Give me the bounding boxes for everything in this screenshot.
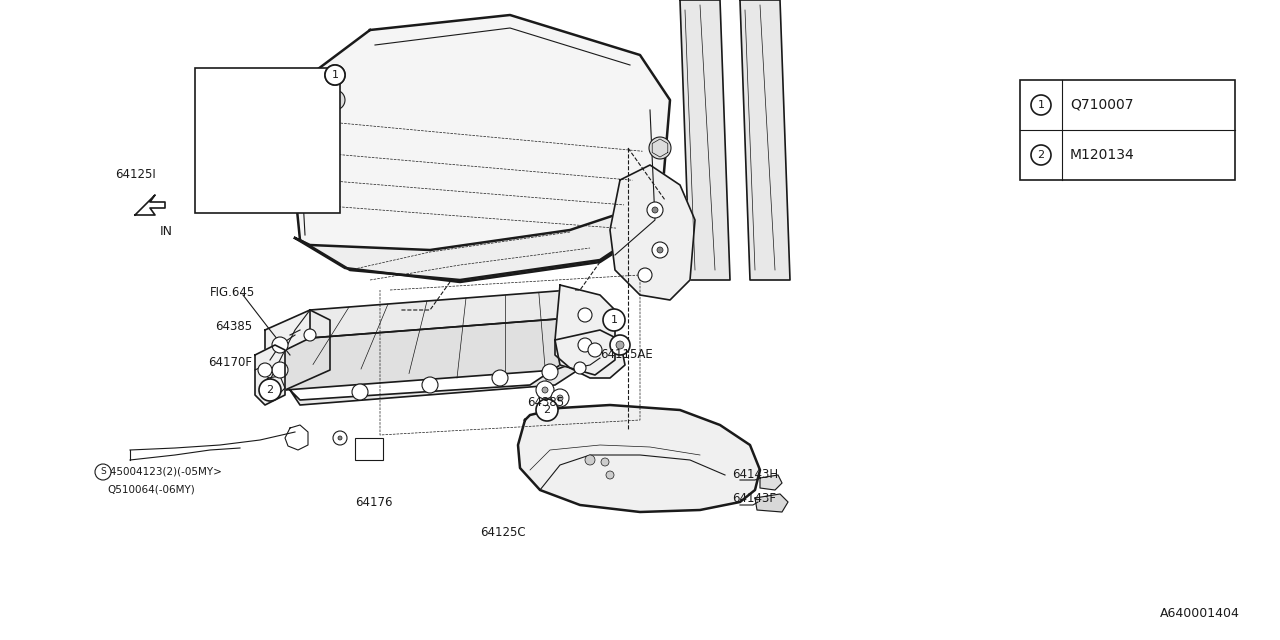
Text: 64125C: 64125C — [480, 527, 526, 540]
Circle shape — [646, 202, 663, 218]
Circle shape — [305, 329, 316, 341]
Circle shape — [585, 455, 595, 465]
Circle shape — [602, 458, 609, 466]
Polygon shape — [265, 318, 600, 390]
Bar — [195, 68, 340, 213]
Circle shape — [557, 395, 563, 401]
Text: 64143H: 64143H — [732, 468, 778, 481]
Circle shape — [605, 471, 614, 479]
Text: 64125I: 64125I — [115, 168, 156, 182]
Text: IN: IN — [160, 225, 173, 238]
Text: 64176: 64176 — [355, 495, 393, 509]
Circle shape — [652, 242, 668, 258]
Text: 1: 1 — [1038, 100, 1044, 110]
Polygon shape — [310, 290, 600, 338]
Polygon shape — [680, 0, 730, 280]
Polygon shape — [518, 405, 760, 512]
Circle shape — [273, 337, 288, 353]
Circle shape — [1030, 145, 1051, 165]
Text: 1: 1 — [611, 315, 617, 325]
Text: Q710007: Q710007 — [1070, 98, 1134, 112]
Circle shape — [259, 379, 282, 401]
Text: M120134: M120134 — [1070, 148, 1135, 162]
Polygon shape — [265, 310, 330, 390]
Text: 64115AE: 64115AE — [600, 349, 653, 362]
Circle shape — [579, 308, 591, 322]
Polygon shape — [556, 330, 625, 378]
Circle shape — [573, 362, 586, 374]
Polygon shape — [760, 475, 782, 490]
Text: 1: 1 — [332, 70, 338, 80]
Circle shape — [536, 381, 554, 399]
Circle shape — [259, 363, 273, 377]
Circle shape — [422, 377, 438, 393]
Circle shape — [95, 464, 111, 480]
Polygon shape — [611, 165, 695, 300]
Polygon shape — [294, 200, 666, 282]
Circle shape — [1030, 95, 1051, 115]
Circle shape — [325, 90, 346, 110]
Circle shape — [657, 247, 663, 253]
Circle shape — [637, 268, 652, 282]
Polygon shape — [291, 355, 595, 405]
Circle shape — [492, 370, 508, 386]
Bar — [355, 438, 383, 460]
Circle shape — [325, 65, 346, 85]
Text: 64143F: 64143F — [732, 492, 776, 504]
Text: 045004123(2)(-05MY>: 045004123(2)(-05MY> — [100, 467, 221, 477]
Circle shape — [541, 387, 548, 393]
Text: A640001404: A640001404 — [1160, 607, 1240, 620]
Polygon shape — [134, 195, 165, 215]
Circle shape — [611, 335, 630, 355]
Text: 1: 1 — [332, 70, 338, 80]
Polygon shape — [755, 494, 788, 512]
Circle shape — [652, 207, 658, 213]
Text: FIG.645: FIG.645 — [210, 285, 255, 298]
Circle shape — [588, 343, 602, 357]
Circle shape — [541, 364, 558, 380]
Circle shape — [616, 341, 625, 349]
Circle shape — [536, 399, 558, 421]
Circle shape — [603, 309, 625, 331]
Circle shape — [273, 362, 288, 378]
Polygon shape — [291, 15, 669, 280]
Bar — [1020, 80, 1235, 180]
Text: 64385: 64385 — [527, 396, 564, 408]
Text: Q510064(-06MY): Q510064(-06MY) — [108, 485, 195, 495]
Circle shape — [352, 384, 369, 400]
Text: 64170F: 64170F — [207, 356, 252, 369]
Circle shape — [325, 65, 346, 85]
Circle shape — [333, 431, 347, 445]
Circle shape — [649, 137, 671, 159]
Text: S: S — [100, 467, 106, 477]
Circle shape — [550, 389, 570, 407]
Polygon shape — [255, 345, 285, 405]
Circle shape — [579, 338, 591, 352]
Polygon shape — [740, 0, 790, 280]
Circle shape — [338, 436, 342, 440]
Circle shape — [261, 386, 275, 400]
Text: 2: 2 — [1037, 150, 1044, 160]
Polygon shape — [556, 285, 614, 375]
Text: 64385: 64385 — [215, 321, 252, 333]
Text: 2: 2 — [266, 385, 274, 395]
Text: 2: 2 — [544, 405, 550, 415]
